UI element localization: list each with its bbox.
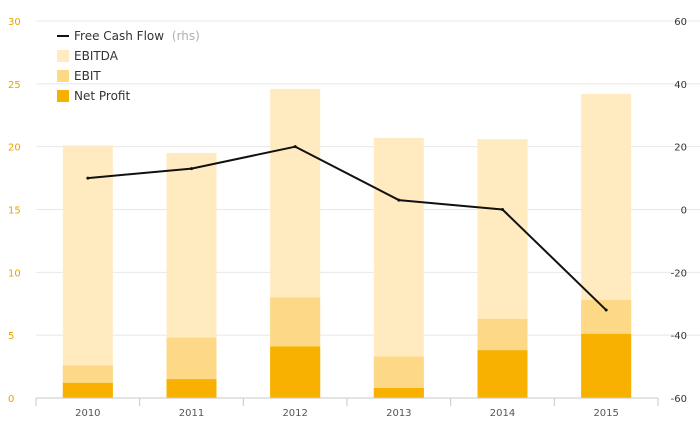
y-left-tick-label: 20 xyxy=(8,143,21,154)
bar-ebitda-2010 xyxy=(62,145,113,398)
line-point-2010 xyxy=(86,176,90,180)
bar-net-profit-2014 xyxy=(477,350,528,398)
y-right-tick-label: 20 xyxy=(674,143,687,154)
line-point-2015 xyxy=(604,308,608,312)
x-tick-label: 2012 xyxy=(282,408,307,419)
y-left-tick-label: 0 xyxy=(8,394,14,405)
x-tick-label: 2011 xyxy=(179,408,204,419)
bar-net-profit-2010 xyxy=(62,382,113,398)
legend-swatch-ebit xyxy=(57,70,69,82)
x-tick-label: 2015 xyxy=(593,408,618,419)
bar-net-profit-2011 xyxy=(166,379,217,398)
x-tick-label: 2010 xyxy=(75,408,100,419)
y-left-tick-label: 30 xyxy=(8,17,21,28)
y-left-tick-label: 25 xyxy=(8,80,21,91)
bar-net-profit-2015 xyxy=(581,333,632,398)
y-right-tick-label: 40 xyxy=(674,80,687,91)
line-point-2013 xyxy=(397,198,401,202)
legend-label-ebitda: EBITDA xyxy=(74,49,119,63)
bar-net-profit-2012 xyxy=(270,346,321,398)
legend-swatch-ebitda xyxy=(57,50,69,62)
y-right-tick-label: -20 xyxy=(671,268,687,279)
y-right-tick-label: -60 xyxy=(671,394,687,405)
line-point-2014 xyxy=(501,208,504,211)
x-tick-label: 2013 xyxy=(386,408,411,419)
y-right-tick-label: -40 xyxy=(671,331,687,342)
legend-label-net-profit: Net Profit xyxy=(74,89,130,103)
legend-label-ebit: EBIT xyxy=(74,69,101,83)
y-left-tick-label: 5 xyxy=(8,331,14,342)
line-free-cash-flow xyxy=(87,145,607,311)
axes: 0 5 10 15 20 25 30 -60 -40 -20 0 20 40 60 2010 2011 2012… xyxy=(8,17,687,419)
y-left-tick-label: 15 xyxy=(8,206,21,217)
y-right-tick-label: 60 xyxy=(674,17,687,28)
y-right-tick-label: 0 xyxy=(681,206,687,217)
svg-text:Free Cash Flow (rhs): Free Cash Flow (rhs) xyxy=(74,29,200,43)
legend: Free Cash Flow (rhs) EBITDA EBIT Net Pro… xyxy=(57,29,200,103)
line-point-2012 xyxy=(293,145,297,149)
y-left-tick-label: 10 xyxy=(8,268,21,279)
bar-net-profit-2013 xyxy=(373,387,424,398)
line-point-2011 xyxy=(190,167,193,171)
legend-swatch-net-profit xyxy=(57,90,69,102)
legend-label-free-cash-flow: Free Cash Flow xyxy=(74,29,164,43)
legend-suffix-rhs: (rhs) xyxy=(172,29,200,43)
bar-ebitda-2013 xyxy=(373,137,424,398)
x-tick-label: 2014 xyxy=(490,408,515,419)
free-cash-flow-line xyxy=(86,145,608,312)
bars xyxy=(62,88,632,399)
